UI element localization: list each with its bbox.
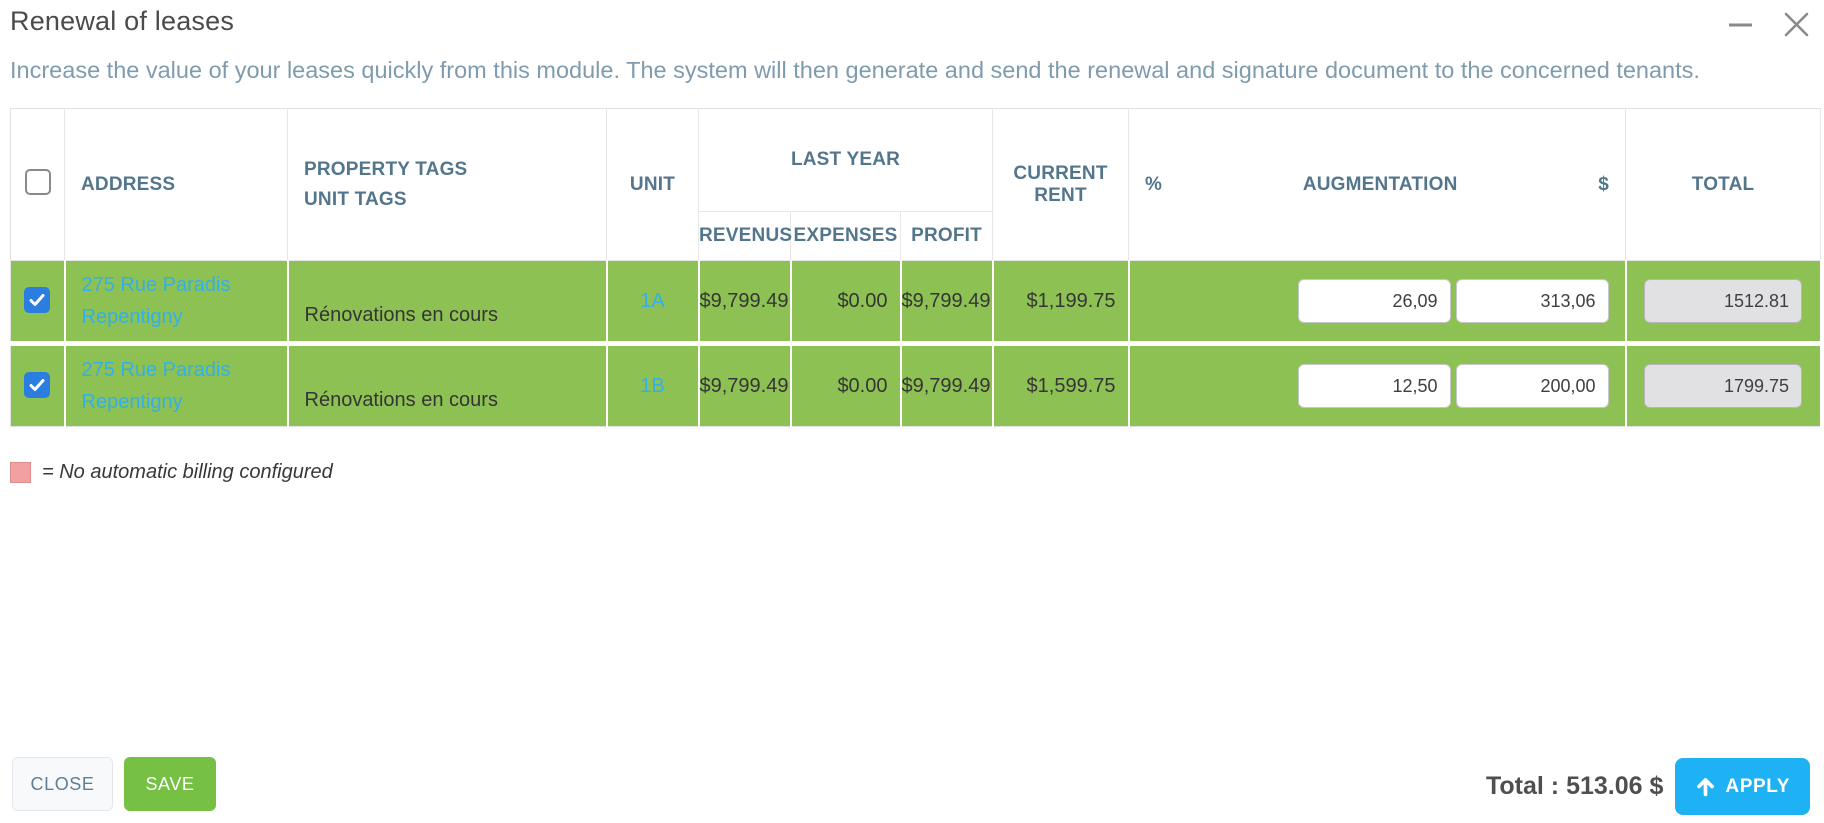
- no-billing-swatch-icon: [10, 462, 31, 484]
- unit-link[interactable]: 1B: [640, 374, 665, 397]
- column-header-address: ADDRESS: [64, 108, 288, 262]
- table-row: 275 Rue Paradis Repentigny Rénovations e…: [10, 343, 1822, 427]
- property-tags-value: Rénovations en cours: [287, 343, 608, 427]
- column-header-expenses: EXPENSES: [790, 211, 901, 262]
- minimize-icon[interactable]: [1726, 10, 1754, 38]
- close-icon[interactable]: [1782, 10, 1810, 38]
- revenus-value: $9,799.49: [698, 343, 792, 427]
- select-all-header: [10, 108, 65, 262]
- column-header-current-rent: CURRENT RENT: [992, 108, 1130, 262]
- address-link[interactable]: 275 Rue Paradis Repentigny: [81, 359, 231, 414]
- window-controls: [1726, 10, 1810, 38]
- row-checkbox[interactable]: [24, 287, 51, 314]
- address-link[interactable]: 275 Rue Paradis Repentigny: [81, 274, 231, 329]
- property-tags-label: PROPERTY TAGS: [304, 159, 468, 181]
- current-rent-value: $1,599.75: [992, 343, 1130, 427]
- percent-label: %: [1145, 173, 1163, 195]
- arrow-up-icon: [1695, 776, 1716, 797]
- column-header-total: TOTAL: [1625, 108, 1822, 262]
- aug-percent-input[interactable]: [1297, 364, 1451, 409]
- column-header-revenus: REVENUS: [698, 211, 792, 262]
- augmentation-label: AUGMENTATION: [1302, 173, 1458, 195]
- unit-link[interactable]: 1A: [640, 289, 665, 312]
- apply-button[interactable]: APPLY: [1675, 758, 1810, 815]
- legend-text: = No automatic billing configured: [42, 461, 333, 484]
- profit-value: $9,799.49: [900, 260, 994, 347]
- profit-value: $9,799.49: [900, 343, 994, 427]
- module-description: Increase the value of your leases quickl…: [10, 57, 1700, 83]
- property-tags-value: Rénovations en cours: [287, 260, 608, 347]
- expenses-value: $0.00: [790, 260, 902, 347]
- footer-right: Total : 513.06 $ APPLY: [1486, 758, 1810, 815]
- column-header-tags: PROPERTY TAGS UNIT TAGS: [287, 108, 607, 262]
- aug-percent-input[interactable]: [1297, 279, 1451, 324]
- column-header-profit: PROFIT: [900, 211, 994, 262]
- apply-button-label: APPLY: [1725, 775, 1790, 797]
- row-total-field: 1512.81: [1644, 279, 1803, 324]
- select-all-checkbox[interactable]: [24, 168, 51, 195]
- dollar-label: $: [1598, 173, 1610, 195]
- table-row: 275 Rue Paradis Repentigny Rénovations e…: [10, 260, 1822, 347]
- row-checkbox[interactable]: [24, 372, 51, 399]
- column-header-last-year: LAST YEAR: [698, 108, 994, 213]
- column-header-unit: UNIT: [606, 108, 699, 262]
- expenses-value: $0.00: [790, 343, 902, 427]
- unit-tags-label: UNIT TAGS: [304, 188, 407, 210]
- aug-amount-input[interactable]: [1455, 279, 1609, 324]
- page-title: Renewal of leases: [10, 6, 235, 36]
- row-total-field: 1799.75: [1644, 364, 1803, 409]
- close-button[interactable]: CLOSE: [12, 757, 113, 811]
- aug-amount-input[interactable]: [1455, 364, 1609, 409]
- grand-total-text: Total : 513.06 $: [1485, 772, 1664, 800]
- save-button[interactable]: SAVE: [124, 757, 216, 811]
- current-rent-value: $1,199.75: [992, 260, 1130, 347]
- footer-left: CLOSE SAVE: [12, 757, 216, 811]
- legend: = No automatic billing configured: [10, 461, 1814, 484]
- column-header-augmentation: % AUGMENTATION $: [1128, 108, 1627, 262]
- revenus-value: $9,799.49: [698, 260, 792, 347]
- renewal-table: ADDRESS PROPERTY TAGS UNIT TAGS UNIT LAS…: [10, 108, 1822, 428]
